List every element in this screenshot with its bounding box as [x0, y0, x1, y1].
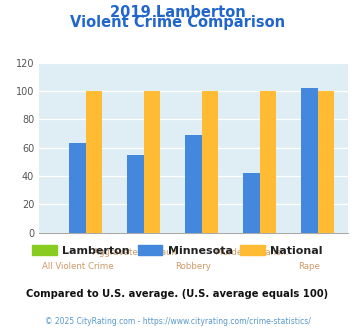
Bar — [86, 91, 102, 233]
Text: Robbery: Robbery — [175, 262, 212, 271]
Bar — [127, 155, 143, 233]
Text: Compared to U.S. average. (U.S. average equals 100): Compared to U.S. average. (U.S. average … — [26, 289, 329, 299]
Legend: Lamberton, Minnesota, National: Lamberton, Minnesota, National — [28, 240, 327, 260]
Text: Aggravated Assault: Aggravated Assault — [93, 248, 178, 257]
Bar — [244, 173, 260, 233]
Bar — [202, 91, 218, 233]
Text: All Violent Crime: All Violent Crime — [42, 262, 113, 271]
Bar — [185, 135, 202, 233]
Bar — [301, 88, 318, 233]
Bar — [260, 91, 276, 233]
Text: Violent Crime Comparison: Violent Crime Comparison — [70, 15, 285, 30]
Bar — [143, 91, 160, 233]
Text: © 2025 CityRating.com - https://www.cityrating.com/crime-statistics/: © 2025 CityRating.com - https://www.city… — [45, 317, 310, 326]
Text: 2019 Lamberton: 2019 Lamberton — [110, 5, 245, 20]
Text: Rape: Rape — [299, 262, 321, 271]
Text: Murder & Mans...: Murder & Mans... — [215, 248, 288, 257]
Bar — [318, 91, 334, 233]
Bar — [69, 144, 86, 233]
